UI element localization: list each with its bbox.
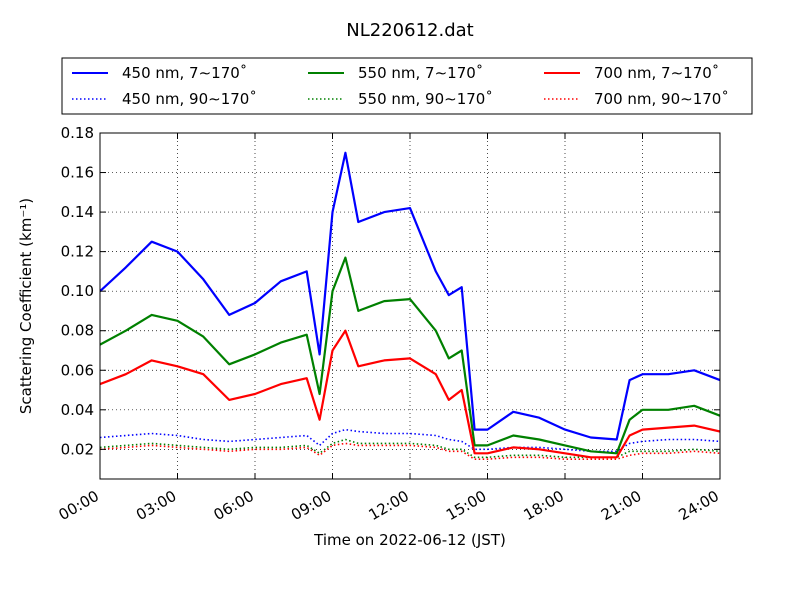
y-tick-label: 0.12	[61, 243, 94, 261]
series-line-1	[100, 151, 720, 441]
chart-title: NL220612.dat	[346, 20, 473, 41]
series-line-6	[100, 442, 720, 461]
y-axis: 0.02 0.04 0.06 0.08 0.10 0.12 0.14 0.16 0.18	[61, 124, 720, 458]
y-tick-label: 0.04	[61, 401, 94, 419]
y-tick-label: 0.14	[61, 203, 94, 221]
legend: 450 nm, 7∼170˚ 550 nm, 7∼170˚ 700 nm, 7∼17…	[61, 57, 753, 115]
x-tick-label: 18:00	[521, 487, 567, 524]
y-tick-label: 0.16	[61, 164, 94, 182]
x-tick-label: 15:00	[443, 487, 489, 524]
x-axis: 00:00 03:00 06:00 09:00 12:00 15:00 18:00 21:00…	[56, 133, 722, 524]
y-tick-label: 0.18	[61, 124, 94, 142]
x-tick-label: 21:00	[598, 487, 644, 524]
x-tick-label: 03:00	[133, 487, 179, 524]
legend-label: 450 nm, 90∼170˚	[122, 90, 257, 108]
y-tick-label: 0.02	[61, 440, 94, 458]
series-line-3	[100, 256, 720, 455]
legend-label: 550 nm, 90∼170˚	[358, 90, 493, 108]
legend-label: 450 nm, 7∼170˚	[122, 64, 247, 82]
x-tick-label: 24:00	[676, 487, 722, 524]
grid	[100, 133, 720, 479]
y-tick-label: 0.06	[61, 361, 94, 379]
y-tick-label: 0.08	[61, 322, 94, 340]
legend-box	[61, 57, 753, 115]
legend-label: 700 nm, 90∼170˚	[594, 90, 729, 108]
legend-label: 700 nm, 7∼170˚	[594, 64, 719, 82]
x-tick-label: 00:00	[56, 487, 102, 524]
series-line-4	[100, 438, 720, 459]
series-line-5	[100, 329, 720, 459]
y-axis-label: Scattering Coefficient (km⁻¹)	[17, 198, 35, 414]
series-lines	[100, 151, 720, 461]
x-tick-label: 12:00	[366, 487, 412, 524]
x-tick-label: 09:00	[288, 487, 334, 524]
y-tick-label: 0.10	[61, 282, 94, 300]
x-axis-label: Time on 2022-06-12 (JST)	[313, 531, 506, 549]
legend-label: 550 nm, 7∼170˚	[358, 64, 483, 82]
x-tick-label: 06:00	[211, 487, 257, 524]
